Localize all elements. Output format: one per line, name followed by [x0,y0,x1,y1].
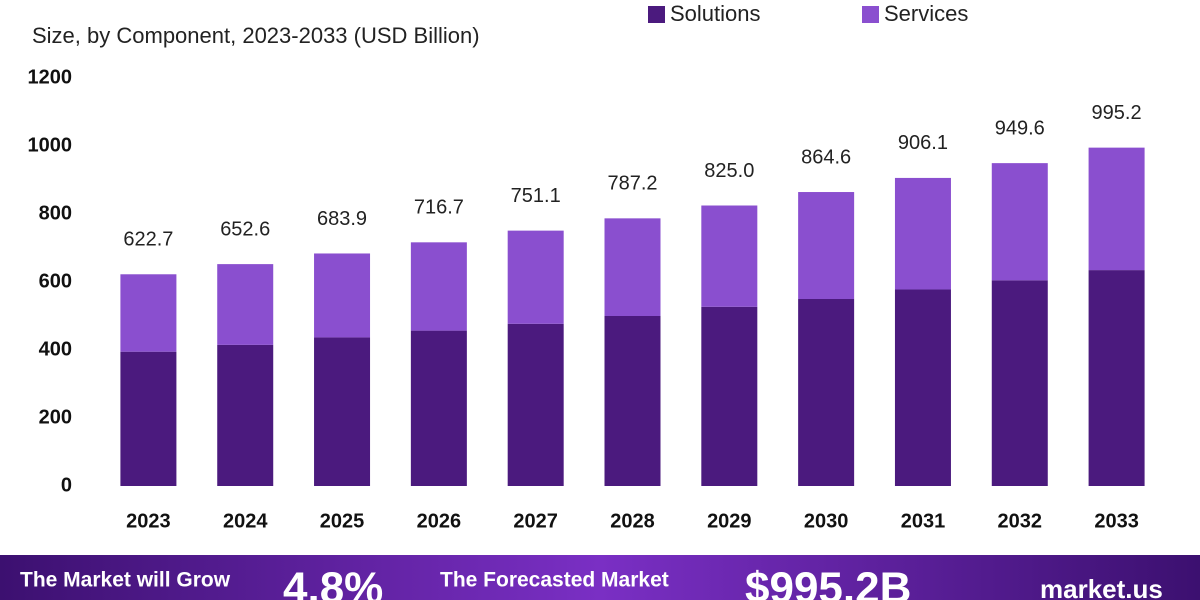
banner-text: The Forecasted Market [440,569,669,592]
bar-segment [604,218,661,316]
banner-value: $995.2B [745,564,911,600]
total-label: 652.6 [220,218,270,240]
x-tick-label: 2024 [223,510,268,532]
x-tick-label: 2028 [610,510,655,532]
banner [0,555,1200,600]
x-tick-label: 2030 [804,510,849,532]
total-label: 787.2 [607,173,657,195]
bar-segment [314,253,371,338]
bar-segment [1088,147,1145,271]
total-label: 751.1 [511,185,561,207]
total-label: 906.1 [898,132,948,154]
x-tick-label: 2027 [513,510,558,532]
bar-segment [507,230,564,324]
total-label: 864.6 [801,146,851,168]
x-tick-label: 2025 [320,510,365,532]
y-tick-label: 0 [61,474,72,496]
banner-cagr: 4.8% [283,564,383,600]
legend: Solutions Services [648,1,968,26]
total-label: 716.7 [414,197,464,219]
bar-segment [410,330,467,486]
bar-segment [894,177,951,290]
x-tick-label: 2032 [998,510,1043,532]
legend-swatch [862,6,879,23]
y-tick-label: 600 [39,270,72,292]
x-tick-label: 2033 [1094,510,1139,532]
bar-segment [991,280,1048,486]
x-tick-label: 2029 [707,510,752,532]
bar-segment [701,205,758,307]
total-label: 622.7 [123,229,173,251]
x-tick-label: 2031 [901,510,946,532]
bar-segment [507,323,564,486]
x-tick-label: 2026 [417,510,462,532]
y-tick-label: 1000 [28,134,73,156]
legend-label: Services [884,1,968,26]
bar-segment [991,163,1048,281]
bar-segment [701,306,758,486]
bar-segment [604,316,661,486]
brand: market.us [1040,574,1163,600]
bar-segment [217,264,274,345]
chart-subtitle: Size, by Component, 2023-2033 (USD Billi… [32,23,480,48]
y-tick-label: 1200 [28,66,73,88]
banner-text: The Market will Grow [20,569,231,592]
bar-segment [1088,270,1145,486]
y-tick-label: 800 [39,202,72,224]
bar-segment [410,242,467,331]
bar-segment [217,344,274,486]
x-tick-label: 2023 [126,510,171,532]
bar-segment [798,192,855,299]
total-label: 949.6 [995,117,1045,139]
legend-swatch [648,6,665,23]
total-label: 825.0 [704,160,754,182]
y-tick-label: 400 [39,338,72,360]
total-label: 683.9 [317,208,367,230]
y-tick-label: 200 [39,406,72,428]
bar-segment [894,289,951,486]
bar-segment [314,337,371,486]
bar-segment [798,299,855,486]
total-label: 995.2 [1092,102,1142,124]
bar-segment [120,351,177,486]
bar-segment [120,274,177,352]
legend-label: Solutions [670,1,761,26]
